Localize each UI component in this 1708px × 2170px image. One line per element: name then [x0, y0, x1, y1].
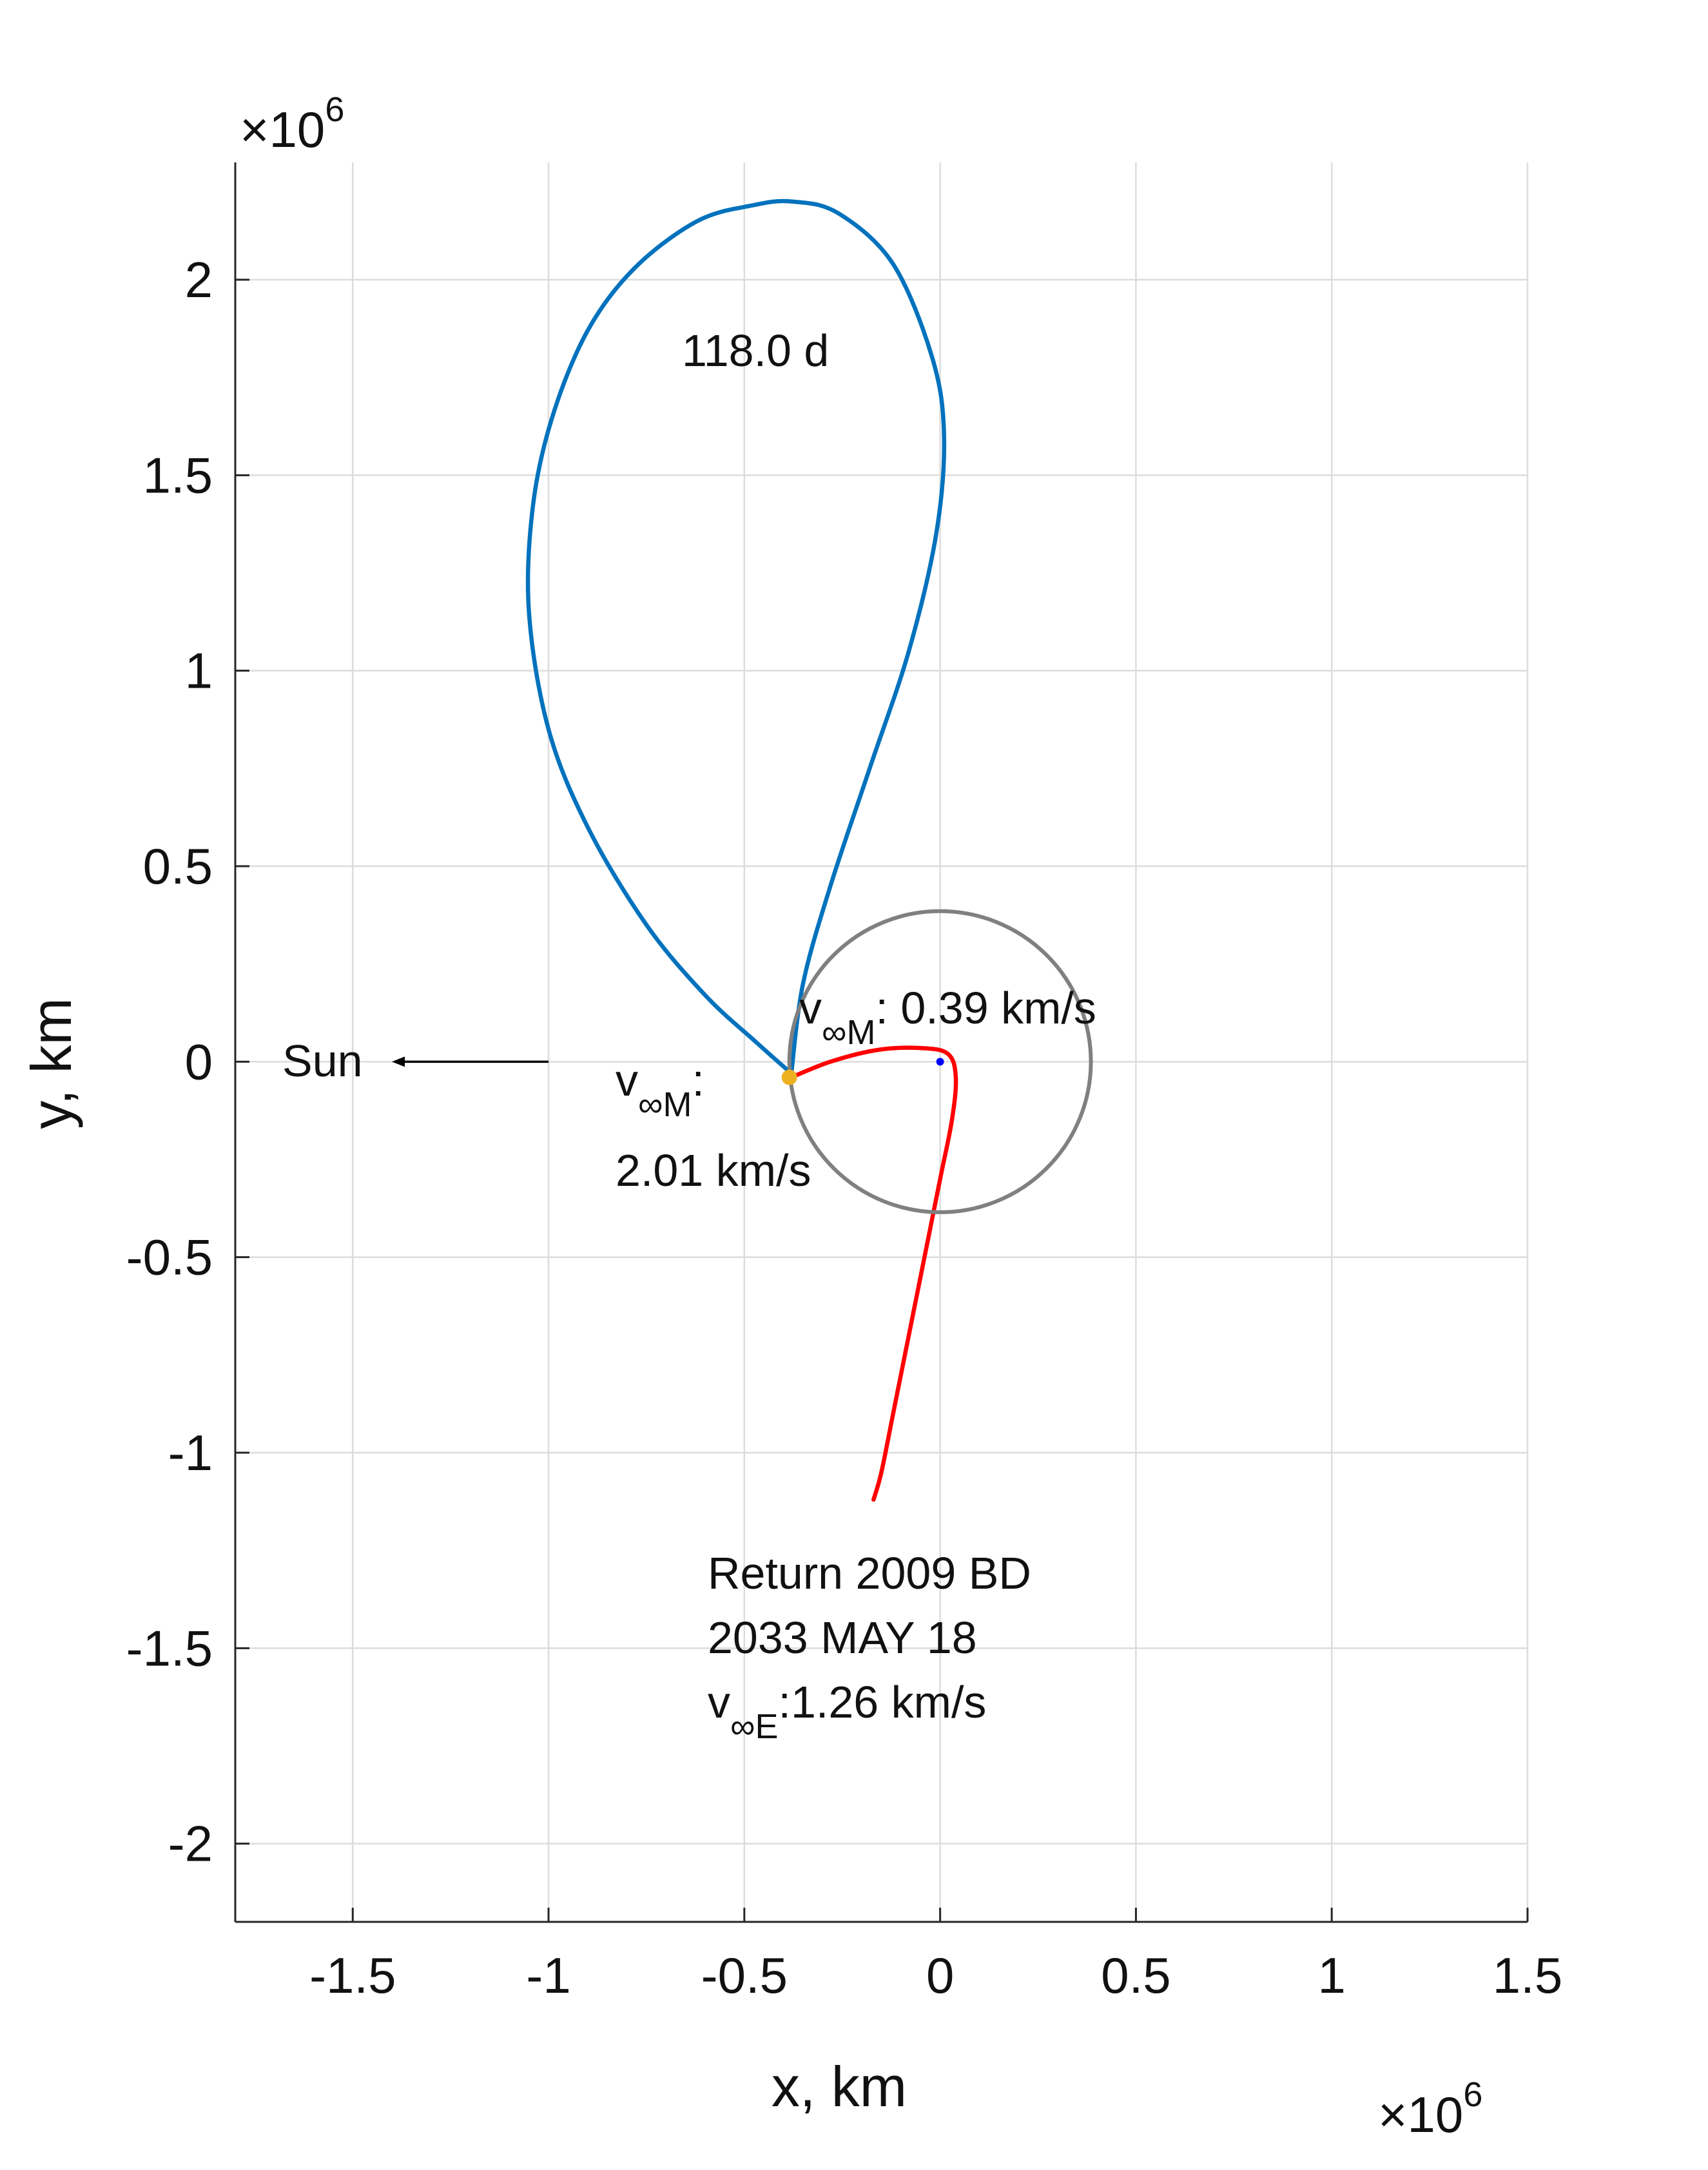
return-label: Return 2009 BD 2033 MAY 18 v∞E:1.26 km/s [708, 1548, 1031, 1746]
x-tick-label: 0.5 [1101, 1947, 1170, 2004]
x-tick-label: 1 [1318, 1947, 1346, 2004]
vinf-moon-upper-label: v∞M: 0.39 km/s [799, 983, 1096, 1052]
sun-label: Sun [282, 1036, 363, 1086]
y-tick-label: -2 [168, 1816, 213, 1872]
svg-text:×106: ×106 [1378, 2075, 1482, 2143]
axes-frame [234, 162, 1529, 1923]
x-exponent-label: ×106 [1378, 2075, 1482, 2143]
earth-center-marker [936, 1058, 944, 1066]
x-tick-label: -0.5 [701, 1947, 788, 2004]
x-tick-label: -1.5 [309, 1947, 396, 2004]
svg-text:v∞M: 0.39 km/s: v∞M: 0.39 km/s [799, 983, 1096, 1052]
departure-loop-curve [525, 199, 947, 1076]
svg-text:2.01 km/s: 2.01 km/s [616, 1145, 811, 1196]
x-tick-label: -1 [526, 1947, 570, 2004]
y-axis-label: y, km [19, 998, 83, 1129]
x-axis-label: x, km [772, 2055, 907, 2118]
trajectory-curves [392, 199, 1093, 1502]
sun-arrow-head [392, 1056, 405, 1067]
x-tick-label: 0 [926, 1947, 954, 2004]
svg-text:v∞M:: v∞M: [616, 1055, 704, 1124]
y-exponent-label: ×106 [240, 90, 344, 158]
y-tick-label: 1 [185, 643, 213, 699]
y-tick-label: -1.5 [126, 1620, 213, 1676]
y-tick-label: -1 [168, 1424, 213, 1481]
y-tick-label: 0 [185, 1033, 213, 1090]
vinf-moon-lower-label: v∞M: 2.01 km/s [616, 1055, 811, 1196]
svg-text:2033 MAY 18: 2033 MAY 18 [708, 1613, 977, 1663]
y-tick-label: 2 [185, 251, 213, 308]
y-tick-label: 1.5 [143, 447, 213, 503]
tick-labels: -1.5 -1 -0.5 0 0.5 1 1.5 -2 -1.5 -1 -0.5 0 0.5 1 1.5 2 [126, 251, 1563, 2004]
svg-text:v∞E:1.26 km/s: v∞E:1.26 km/s [708, 1677, 986, 1746]
return-trajectory-curve [789, 1045, 958, 1502]
moon-orbit-circle [787, 909, 1093, 1214]
y-tick-label: 0.5 [143, 838, 213, 895]
moon-encounter-marker [781, 1069, 797, 1085]
y-tick-label: -0.5 [126, 1229, 213, 1286]
loop-duration-label: 118.0 d [682, 325, 829, 376]
svg-text:×106: ×106 [240, 90, 344, 158]
x-tick-label: 1.5 [1493, 1947, 1562, 2004]
svg-text:Return 2009 BD: Return 2009 BD [708, 1548, 1031, 1598]
